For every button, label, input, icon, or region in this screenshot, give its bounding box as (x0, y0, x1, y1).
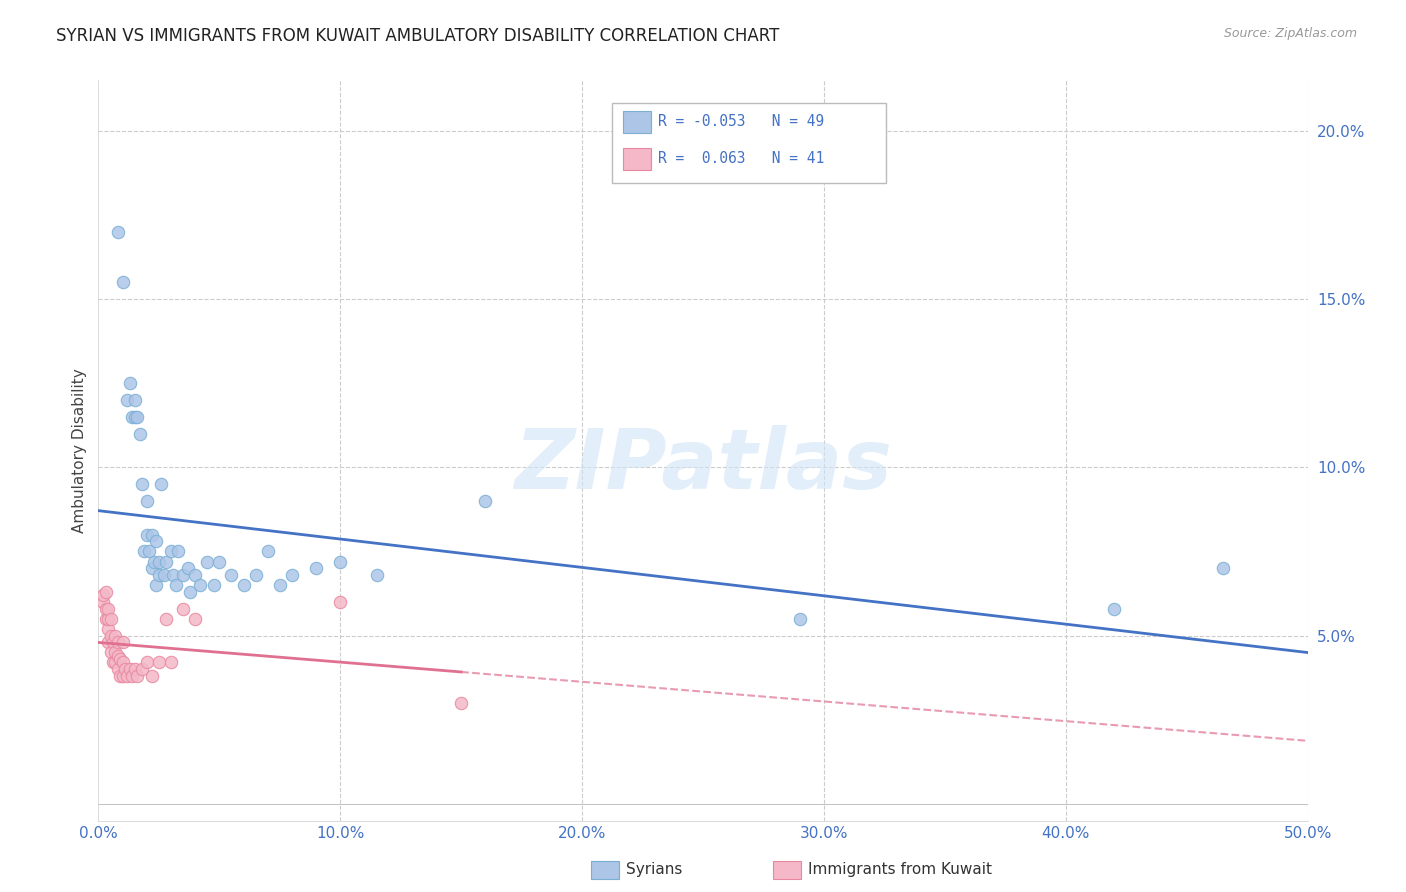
Point (172, 568, 194, 582)
Point (138, 544, 160, 558)
Point (366, 568, 388, 582)
Point (131, 662, 153, 676)
Point (143, 554, 166, 569)
Point (91, 595, 114, 609)
Point (141, 561, 163, 575)
Point (97, 622, 120, 636)
Point (94, 584, 117, 599)
Point (91, 588, 114, 602)
Point (108, 652, 131, 666)
Point (100, 612, 122, 626)
Point (305, 561, 328, 575)
Point (124, 409, 146, 424)
Text: R =  0.063   N = 41: R = 0.063 N = 41 (658, 152, 824, 166)
Point (195, 554, 218, 569)
Point (104, 645, 127, 659)
Point (100, 628, 122, 642)
Point (179, 584, 201, 599)
Point (150, 477, 173, 491)
Point (111, 635, 134, 649)
Point (111, 656, 134, 670)
Point (135, 656, 157, 670)
Point (117, 392, 139, 407)
Point (97, 635, 120, 649)
Point (100, 645, 122, 659)
Point (131, 477, 153, 491)
Point (789, 612, 811, 626)
Y-axis label: Ambulatory Disability: Ambulatory Disability (72, 368, 87, 533)
Point (128, 426, 150, 441)
Point (104, 628, 127, 642)
Point (1102, 601, 1125, 615)
Point (94, 612, 117, 626)
Point (177, 561, 200, 575)
Point (101, 656, 124, 670)
Point (148, 554, 170, 569)
Point (167, 544, 190, 558)
Text: R = -0.053   N = 49: R = -0.053 N = 49 (658, 114, 824, 128)
Point (160, 544, 183, 558)
Point (118, 662, 141, 676)
Point (188, 578, 211, 592)
Point (135, 494, 157, 508)
Point (124, 662, 146, 676)
Point (141, 527, 163, 541)
Text: Immigrants from Kuwait: Immigrants from Kuwait (808, 863, 993, 877)
Point (160, 656, 183, 670)
Point (148, 656, 170, 670)
Point (184, 612, 207, 626)
Text: Source: ZipAtlas.com: Source: ZipAtlas.com (1223, 27, 1357, 40)
Point (204, 578, 226, 592)
Point (329, 595, 352, 609)
Point (208, 554, 231, 569)
Point (184, 568, 207, 582)
Point (329, 554, 352, 569)
Point (121, 409, 143, 424)
Point (97, 612, 120, 626)
Point (127, 409, 149, 424)
Point (121, 669, 143, 683)
Text: SYRIAN VS IMMIGRANTS FROM KUWAIT AMBULATORY DISABILITY CORRELATION CHART: SYRIAN VS IMMIGRANTS FROM KUWAIT AMBULAT… (56, 27, 779, 45)
Point (108, 669, 131, 683)
Point (165, 578, 187, 592)
Point (107, 662, 129, 676)
Point (172, 601, 194, 615)
Point (127, 669, 149, 683)
Point (1212, 561, 1234, 575)
Text: ZIPatlas: ZIPatlas (515, 425, 891, 506)
Point (107, 225, 129, 239)
Point (145, 534, 167, 549)
Point (97, 601, 120, 615)
Point (269, 578, 291, 592)
Point (141, 669, 163, 683)
Point (256, 544, 278, 558)
Point (221, 568, 243, 582)
Point (135, 527, 157, 541)
Point (162, 568, 184, 582)
Point (245, 568, 267, 582)
Point (117, 669, 139, 683)
Point (104, 656, 127, 670)
Point (101, 635, 124, 649)
Point (155, 554, 177, 569)
Point (450, 696, 472, 710)
Point (281, 568, 304, 582)
Point (107, 648, 129, 663)
Point (474, 494, 496, 508)
Text: Syrians: Syrians (626, 863, 682, 877)
Point (152, 568, 174, 582)
Point (145, 578, 167, 592)
Point (111, 669, 134, 683)
Point (94, 601, 117, 615)
Point (111, 275, 134, 289)
Point (107, 635, 129, 649)
Point (118, 376, 141, 391)
Point (124, 392, 146, 407)
Point (155, 612, 177, 626)
Point (148, 568, 170, 582)
Point (134, 544, 156, 558)
Point (114, 662, 136, 676)
Point (232, 578, 254, 592)
